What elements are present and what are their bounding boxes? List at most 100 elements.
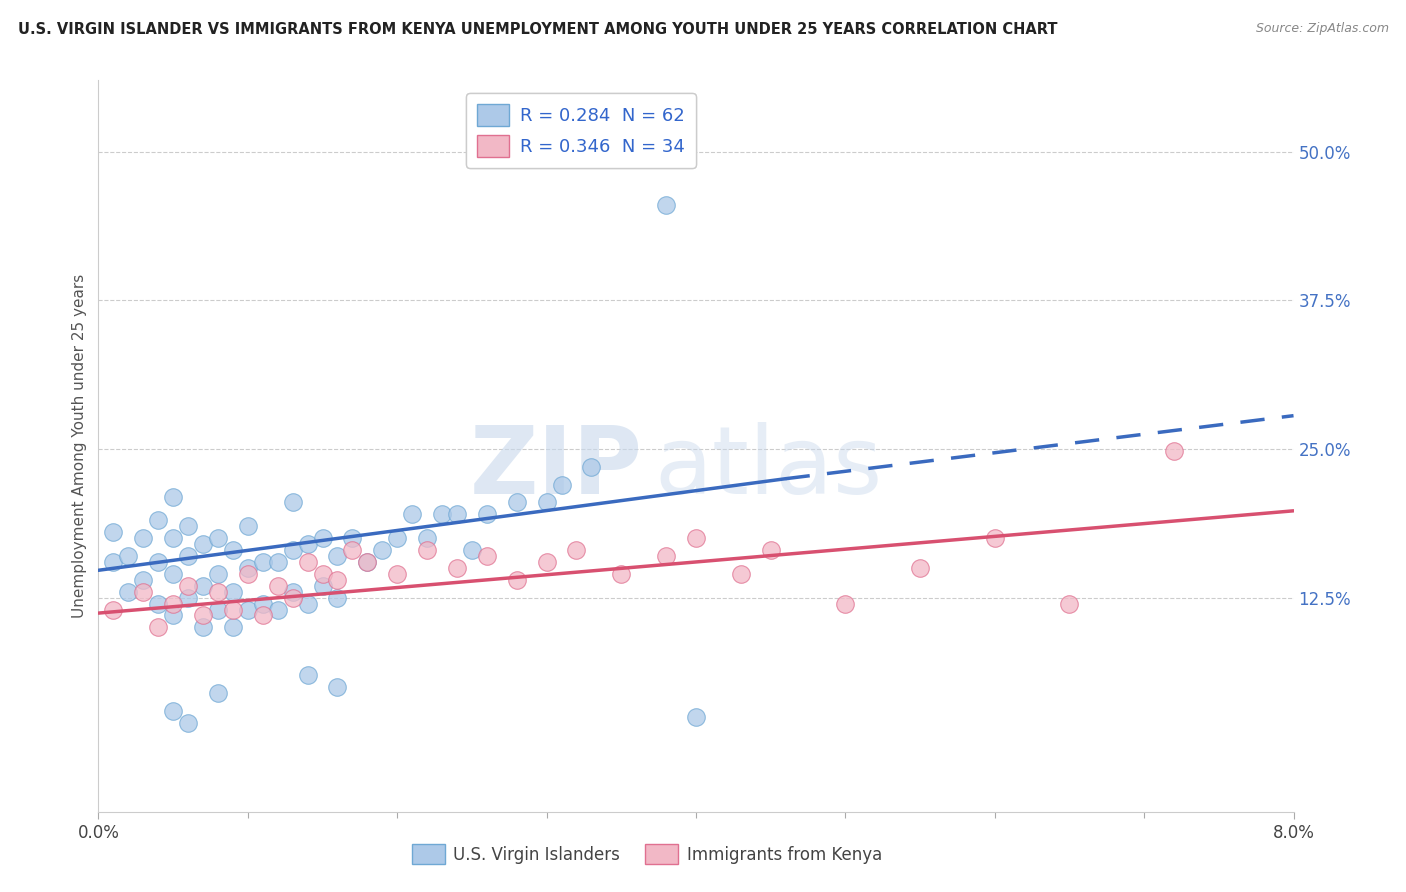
Point: [148, 620, 170, 634]
Point: [132, 584, 155, 599]
Point: [103, 525, 125, 540]
Point: [655, 549, 678, 563]
Point: [177, 591, 200, 605]
Point: [281, 584, 304, 599]
Point: [550, 477, 572, 491]
Text: atlas: atlas: [654, 422, 883, 514]
Point: [132, 531, 155, 545]
Text: ZIP: ZIP: [470, 422, 643, 514]
Point: [326, 573, 349, 587]
Point: [297, 597, 319, 611]
Point: [834, 597, 856, 611]
Point: [191, 579, 214, 593]
Point: [685, 531, 707, 545]
Point: [207, 531, 229, 545]
Point: [252, 608, 274, 623]
Point: [565, 543, 588, 558]
Point: [222, 584, 245, 599]
Point: [132, 573, 155, 587]
Point: [177, 579, 200, 593]
Y-axis label: Unemployment Among Youth under 25 years: Unemployment Among Youth under 25 years: [72, 274, 87, 618]
Point: [326, 591, 349, 605]
Point: [908, 561, 931, 575]
Point: [506, 573, 529, 587]
Point: [984, 531, 1007, 545]
Point: [475, 508, 498, 522]
Point: [342, 531, 364, 545]
Point: [191, 608, 214, 623]
Point: [311, 579, 333, 593]
Point: [236, 519, 259, 533]
Point: [326, 680, 349, 694]
Point: [252, 555, 274, 569]
Point: [177, 519, 200, 533]
Point: [311, 531, 333, 545]
Point: [297, 555, 319, 569]
Point: [162, 566, 184, 581]
Point: [236, 602, 259, 616]
Point: [536, 555, 558, 569]
Point: [162, 704, 184, 718]
Legend: R = 0.284  N = 62, R = 0.346  N = 34: R = 0.284 N = 62, R = 0.346 N = 34: [465, 93, 696, 168]
Point: [162, 597, 184, 611]
Point: [430, 508, 453, 522]
Point: [655, 198, 678, 212]
Point: [117, 549, 139, 563]
Point: [326, 549, 349, 563]
Point: [177, 715, 200, 730]
Point: [207, 686, 229, 700]
Point: [281, 495, 304, 509]
Point: [236, 561, 259, 575]
Point: [103, 555, 125, 569]
Point: [1163, 444, 1185, 458]
Point: [281, 591, 304, 605]
Point: [446, 561, 468, 575]
Point: [103, 602, 125, 616]
Point: [536, 495, 558, 509]
Point: [356, 555, 378, 569]
Point: [162, 490, 184, 504]
Point: [685, 709, 707, 723]
Point: [162, 531, 184, 545]
Point: [252, 597, 274, 611]
Point: [267, 579, 290, 593]
Point: [475, 549, 498, 563]
Point: [222, 620, 245, 634]
Point: [297, 537, 319, 551]
Point: [207, 584, 229, 599]
Point: [207, 602, 229, 616]
Text: U.S. VIRGIN ISLANDER VS IMMIGRANTS FROM KENYA UNEMPLOYMENT AMONG YOUTH UNDER 25 : U.S. VIRGIN ISLANDER VS IMMIGRANTS FROM …: [18, 22, 1057, 37]
Text: Source: ZipAtlas.com: Source: ZipAtlas.com: [1256, 22, 1389, 36]
Point: [356, 555, 378, 569]
Point: [267, 602, 290, 616]
Point: [401, 508, 423, 522]
Point: [297, 668, 319, 682]
Point: [267, 555, 290, 569]
Legend: U.S. Virgin Islanders, Immigrants from Kenya: U.S. Virgin Islanders, Immigrants from K…: [405, 838, 889, 871]
Point: [281, 543, 304, 558]
Point: [148, 555, 170, 569]
Point: [342, 543, 364, 558]
Point: [177, 549, 200, 563]
Point: [371, 543, 394, 558]
Point: [148, 597, 170, 611]
Point: [610, 566, 633, 581]
Point: [207, 566, 229, 581]
Point: [236, 566, 259, 581]
Point: [385, 566, 409, 581]
Point: [506, 495, 529, 509]
Point: [446, 508, 468, 522]
Point: [461, 543, 484, 558]
Point: [416, 543, 439, 558]
Point: [1059, 597, 1081, 611]
Point: [311, 566, 333, 581]
Point: [581, 459, 603, 474]
Point: [222, 602, 245, 616]
Point: [385, 531, 409, 545]
Point: [191, 537, 214, 551]
Point: [191, 620, 214, 634]
Point: [162, 608, 184, 623]
Point: [222, 543, 245, 558]
Point: [416, 531, 439, 545]
Point: [759, 543, 782, 558]
